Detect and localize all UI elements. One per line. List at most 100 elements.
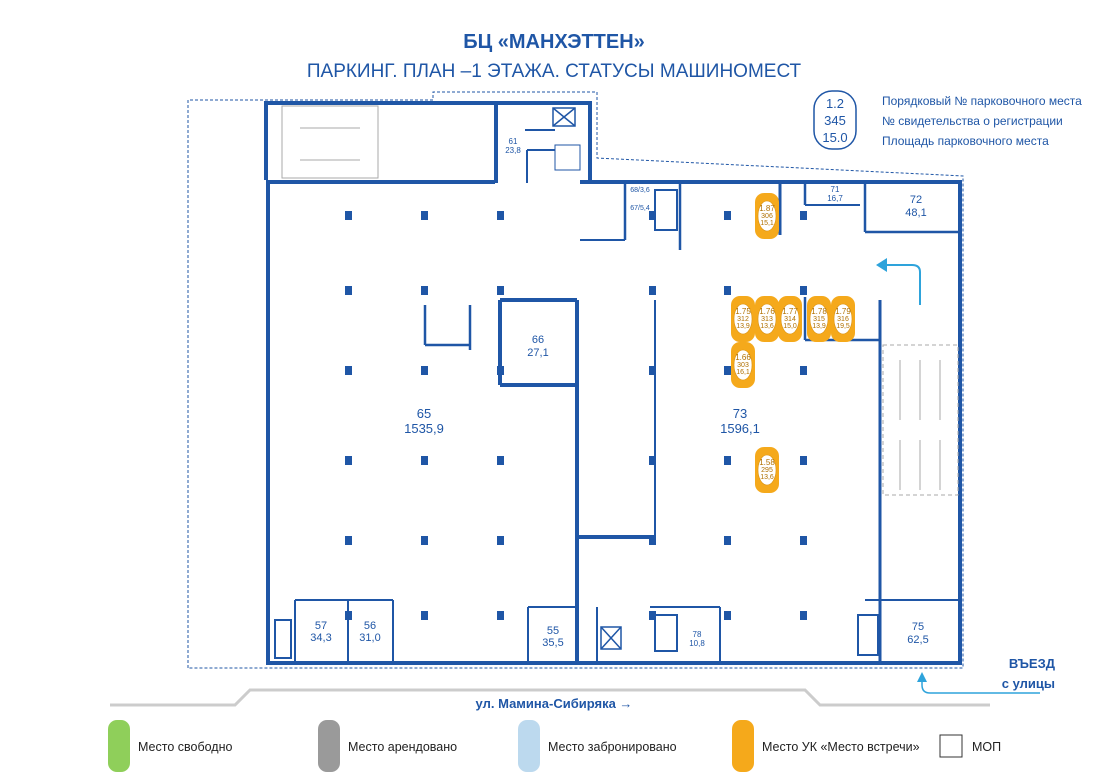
- spot-label-bg: [780, 303, 800, 335]
- column: [800, 536, 807, 545]
- spot-area: 15,1: [760, 220, 774, 227]
- column: [345, 366, 352, 375]
- column: [724, 286, 731, 295]
- column: [649, 286, 656, 295]
- column: [345, 211, 352, 220]
- spot-cert: 306: [761, 213, 773, 220]
- spot-cert: 316: [837, 316, 849, 323]
- title: БЦ «МАНХЭТТЕН»: [463, 31, 645, 53]
- column: [724, 211, 731, 220]
- column: [345, 536, 352, 545]
- room-area: 31,0: [359, 632, 380, 644]
- legend-item: Место УК «Место встречи»: [732, 720, 920, 772]
- key-legend: 1.2 345 15.0 Порядковый № парковочного м…: [813, 90, 1082, 150]
- room-number: 61: [509, 137, 518, 146]
- key-desc: Площадь парковочного места: [882, 134, 1049, 148]
- status-legend: Место свободно Место арендовано Место забр…: [108, 720, 1001, 772]
- room-number: 68/3,6: [630, 187, 650, 194]
- room-labels: 61 23,8 68/3,6 67/5,4 71 16,7 72 48,1 66…: [310, 137, 928, 649]
- column: [497, 456, 504, 465]
- key-sample-number: 1.2: [826, 96, 844, 111]
- entrance-label: с улицы: [1002, 676, 1055, 691]
- column: [649, 366, 656, 375]
- key-desc: № свидетельства о регистрации: [882, 114, 1063, 128]
- column: [497, 536, 504, 545]
- room-number: 72: [910, 194, 922, 206]
- key-sample-area: 15.0: [822, 130, 847, 145]
- ramp: [281, 105, 959, 496]
- spot-label-bg: [733, 303, 753, 335]
- column: [800, 611, 807, 620]
- spot-area: 13,9: [736, 323, 750, 330]
- spot-label-bg: [757, 200, 777, 232]
- spot-area: 13,6: [760, 474, 774, 481]
- column: [421, 536, 428, 545]
- column: [800, 211, 807, 220]
- room-number: 55: [547, 625, 559, 637]
- legend-item: Место свободно: [108, 720, 233, 772]
- room-area: 34,3: [310, 632, 331, 644]
- column: [724, 536, 731, 545]
- column: [421, 211, 428, 220]
- spot-cert: 312: [737, 316, 749, 323]
- column: [497, 366, 504, 375]
- key-badge: [813, 90, 857, 150]
- column: [421, 611, 428, 620]
- spot-area: 13,9: [812, 323, 826, 330]
- car-icon: [108, 720, 130, 772]
- spot-n: 1.58: [759, 458, 775, 467]
- room-area: 10,8: [689, 639, 705, 648]
- room-area: 27,1: [527, 347, 548, 359]
- entrance-arrow-head: [917, 672, 927, 682]
- spot-cert: 313: [761, 316, 773, 323]
- spot-cert: 303: [737, 362, 749, 369]
- column: [724, 456, 731, 465]
- column: [345, 286, 352, 295]
- room-area: 16,7: [827, 194, 843, 203]
- room-number: 56: [364, 620, 376, 632]
- column: [649, 536, 656, 545]
- spot-cert: 314: [784, 316, 796, 323]
- legend-label: Место свободно: [138, 740, 233, 754]
- column: [497, 211, 504, 220]
- column: [800, 366, 807, 375]
- room-area: 62,5: [907, 634, 928, 646]
- car-icon: [732, 720, 754, 772]
- spot-cert: 315: [813, 316, 825, 323]
- column: [649, 611, 656, 620]
- columns: [345, 211, 807, 620]
- subtitle: ПАРКИНГ. ПЛАН –1 ЭТАЖА. СТАТУСЫ МАШИНОМЕ…: [307, 61, 802, 82]
- column: [497, 286, 504, 295]
- spot-n: 1.77: [782, 307, 798, 316]
- stairs: [274, 144, 879, 659]
- column: [421, 456, 428, 465]
- room-number: 57: [315, 620, 327, 632]
- column: [649, 456, 656, 465]
- spot-cert: 295: [761, 467, 773, 474]
- legend-item: Место арендовано: [318, 720, 457, 772]
- column: [345, 456, 352, 465]
- room-number: 71: [831, 185, 840, 194]
- spot-area: 13,6: [760, 323, 774, 330]
- spot-label-bg: [757, 303, 777, 335]
- spot-label-bg: [757, 454, 777, 486]
- room-area: 35,5: [542, 637, 563, 649]
- key-desc: Порядковый № парковочного места: [882, 94, 1082, 108]
- entrance-label: ВЪЕЗД: [1009, 656, 1056, 671]
- mop-swatch: [939, 734, 963, 758]
- room-area: 23,8: [505, 146, 521, 155]
- column: [649, 211, 656, 220]
- walls: [264, 101, 962, 665]
- direction-arrow: [885, 264, 921, 305]
- column: [724, 366, 731, 375]
